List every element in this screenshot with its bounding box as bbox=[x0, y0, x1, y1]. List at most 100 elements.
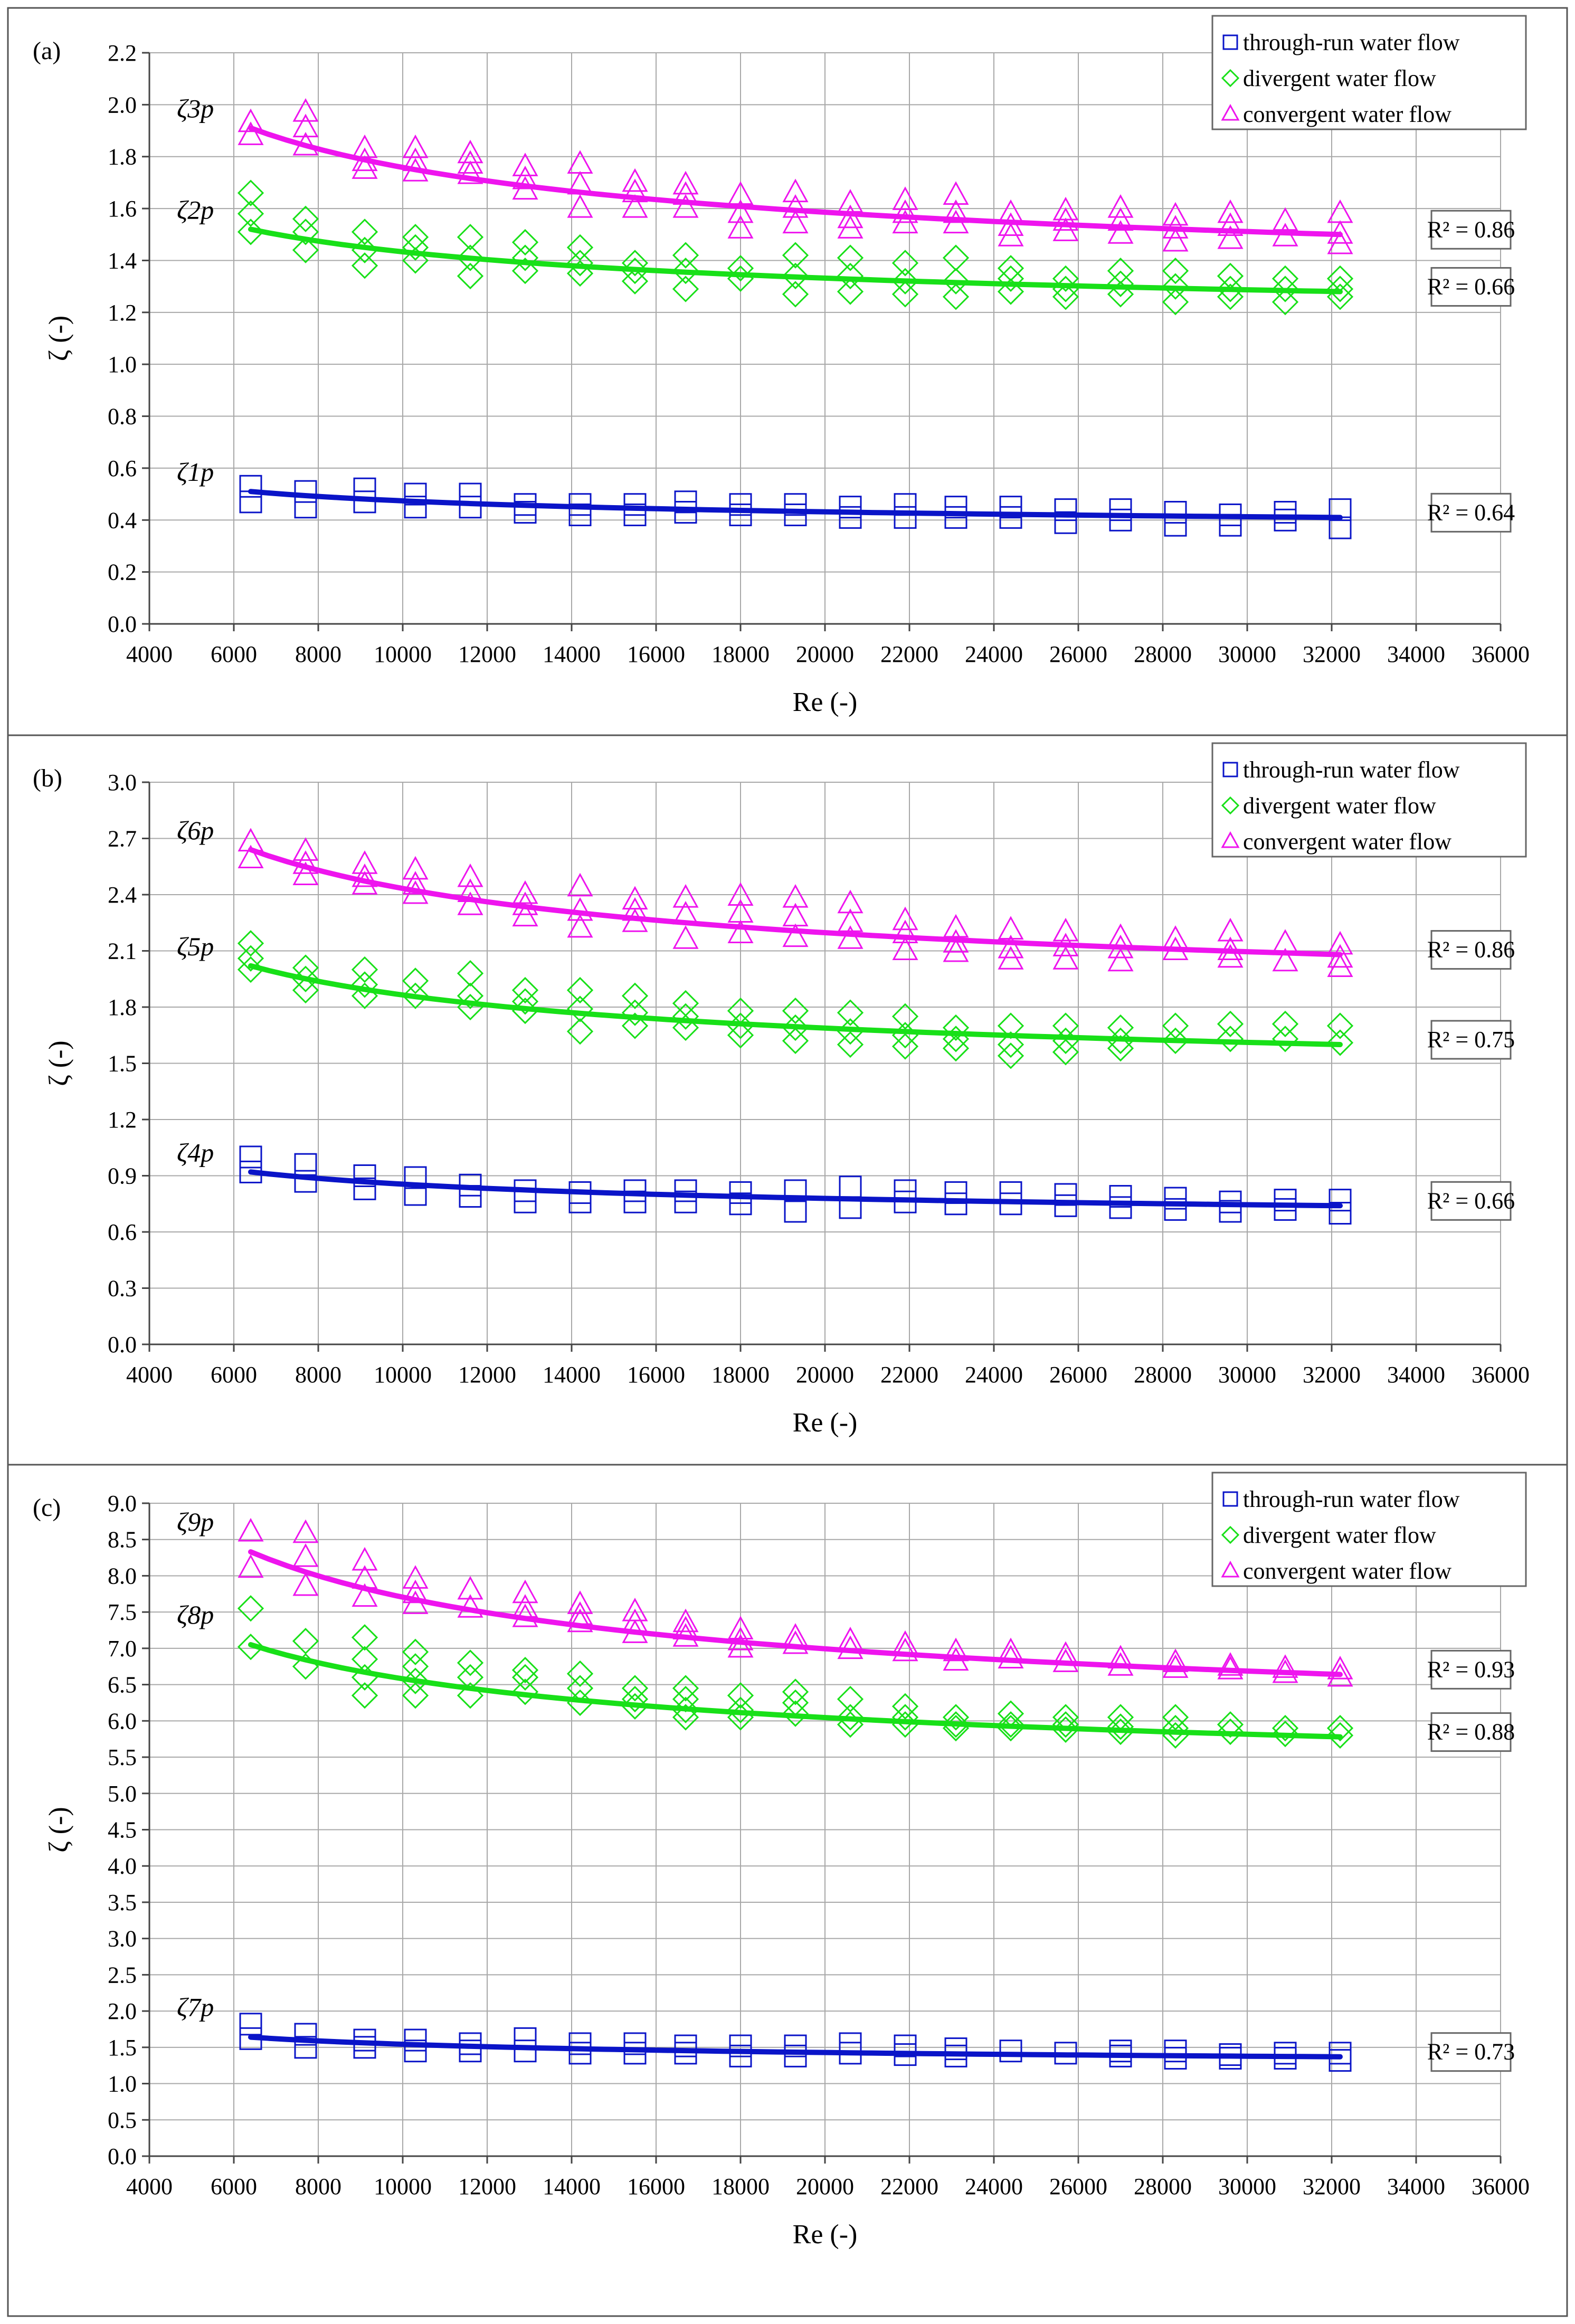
data-point-triangle bbox=[567, 1608, 593, 1633]
data-point-triangle bbox=[1272, 947, 1298, 972]
legend-diamond-icon bbox=[1221, 796, 1240, 815]
data-point-triangle bbox=[672, 1608, 699, 1633]
data-point-triangle bbox=[943, 181, 969, 205]
x-tick-label: 16000 bbox=[627, 1362, 685, 1388]
data-point-diamond bbox=[237, 930, 264, 957]
legend-triangle-icon bbox=[1221, 103, 1240, 121]
data-point-square bbox=[1054, 498, 1077, 521]
data-point-diamond bbox=[351, 1646, 378, 1673]
r2-box-frame bbox=[1430, 492, 1512, 533]
data-point-triangle bbox=[727, 882, 754, 906]
x-tick-label: 26000 bbox=[1049, 2174, 1107, 2199]
data-point-diamond bbox=[1326, 1722, 1354, 1749]
data-point-diamond bbox=[891, 1033, 919, 1060]
data-point-triangle bbox=[782, 194, 809, 218]
data-point-diamond bbox=[1107, 281, 1134, 308]
panel-frame bbox=[7, 1464, 1568, 2317]
data-point-diamond bbox=[457, 1649, 484, 1676]
data-point-diamond bbox=[621, 1675, 649, 1702]
data-point-triangle bbox=[727, 215, 754, 239]
zeta-label: ζ9p bbox=[177, 1507, 214, 1536]
legend-square-icon bbox=[1222, 34, 1238, 50]
data-point-diamond bbox=[1052, 276, 1079, 302]
data-point-triangle bbox=[727, 1627, 754, 1650]
data-point-triangle bbox=[1217, 212, 1244, 236]
data-point-triangle bbox=[1217, 944, 1244, 968]
r2-box-frame bbox=[1430, 210, 1512, 250]
y-tick-label: 0.4 bbox=[108, 507, 137, 533]
legend-label: through-run water flow bbox=[1243, 757, 1460, 783]
data-point-triangle bbox=[1217, 917, 1244, 942]
y-tick-label: 7.0 bbox=[108, 1636, 137, 1662]
data-point-triangle bbox=[892, 906, 918, 931]
x-tick-label: 20000 bbox=[796, 641, 854, 667]
data-point-diamond bbox=[1272, 1720, 1299, 1748]
r2-box-frame bbox=[1430, 1712, 1512, 1752]
data-point-diamond bbox=[727, 1022, 754, 1049]
panel-b: 4000 6000 8000 10000 12000 14000 16000 18000 200… bbox=[7, 734, 1568, 1466]
data-point-diamond bbox=[402, 234, 429, 261]
y-tick-label: 2.2 bbox=[108, 40, 137, 66]
data-point-triangle bbox=[292, 1572, 319, 1596]
data-point-diamond bbox=[1107, 270, 1134, 297]
data-point-triangle bbox=[292, 837, 319, 861]
data-point-diamond bbox=[1052, 283, 1079, 310]
data-point-diamond bbox=[351, 971, 378, 998]
data-point-square bbox=[839, 1175, 862, 1199]
data-point-diamond bbox=[621, 1012, 649, 1039]
y-tick-label: 1.5 bbox=[108, 2035, 137, 2061]
data-point-diamond bbox=[1272, 1010, 1299, 1038]
data-point-square bbox=[1054, 1194, 1077, 1217]
data-point-square bbox=[1329, 1202, 1352, 1225]
data-point-square bbox=[239, 2013, 262, 2036]
data-point-square bbox=[1054, 511, 1077, 534]
data-point-diamond bbox=[1107, 1713, 1134, 1740]
series-square: ζ1p R² = 0.64 bbox=[177, 457, 1515, 539]
data-point-diamond bbox=[727, 1696, 754, 1723]
x-tick-label: 18000 bbox=[711, 2174, 770, 2199]
legend-label: divergent water flow bbox=[1243, 793, 1436, 819]
r2-label: R² = 0.73 bbox=[1427, 2039, 1515, 2065]
data-point-diamond bbox=[942, 1711, 970, 1738]
zeta-label: ζ6p bbox=[177, 815, 214, 845]
x-tick-label: 14000 bbox=[543, 2174, 601, 2199]
data-point-triangle bbox=[672, 170, 699, 195]
data-point-diamond bbox=[566, 234, 594, 261]
data-point-triangle bbox=[1052, 946, 1079, 970]
data-point-triangle bbox=[782, 1630, 809, 1654]
data-point-diamond bbox=[511, 1664, 539, 1691]
legend-label: divergent water flow bbox=[1243, 1522, 1436, 1548]
x-tick-label: 8000 bbox=[295, 2174, 341, 2199]
data-point-diamond bbox=[457, 982, 484, 1009]
data-point-diamond bbox=[1326, 276, 1354, 302]
data-point-diamond bbox=[237, 179, 264, 206]
data-point-diamond bbox=[782, 997, 809, 1025]
data-point-square bbox=[514, 2040, 537, 2063]
y-tick-label: 6.5 bbox=[108, 1672, 137, 1698]
x-tick-label: 6000 bbox=[211, 1362, 257, 1388]
series-square: ζ4p R² = 0.66 bbox=[177, 1137, 1515, 1225]
legend-label: convergent water flow bbox=[1243, 829, 1451, 855]
data-point-triangle bbox=[892, 1630, 918, 1654]
data-point-triangle bbox=[672, 194, 699, 218]
x-tick-label: 4000 bbox=[126, 1362, 173, 1388]
data-point-triangle bbox=[998, 934, 1024, 959]
data-point-triangle bbox=[457, 150, 483, 174]
legend-diamond-icon bbox=[1221, 69, 1240, 88]
data-point-triangle bbox=[837, 908, 864, 932]
y-tick-label: 1.8 bbox=[108, 994, 137, 1020]
y-tick-label: 1.5 bbox=[108, 1051, 137, 1077]
data-point-triangle bbox=[402, 871, 429, 895]
data-point-diamond bbox=[351, 956, 378, 983]
data-point-square bbox=[239, 475, 262, 498]
data-point-diamond bbox=[891, 281, 919, 308]
r2-label: R² = 0.86 bbox=[1427, 216, 1515, 242]
trend-curve bbox=[248, 125, 1343, 238]
data-point-diamond bbox=[566, 250, 594, 277]
legend-label: convergent water flow bbox=[1243, 1558, 1451, 1584]
data-point-square bbox=[1164, 501, 1187, 524]
data-point-diamond bbox=[672, 258, 699, 284]
data-point-diamond bbox=[837, 999, 864, 1026]
data-point-triangle bbox=[943, 1637, 969, 1662]
data-point-diamond bbox=[457, 244, 484, 271]
